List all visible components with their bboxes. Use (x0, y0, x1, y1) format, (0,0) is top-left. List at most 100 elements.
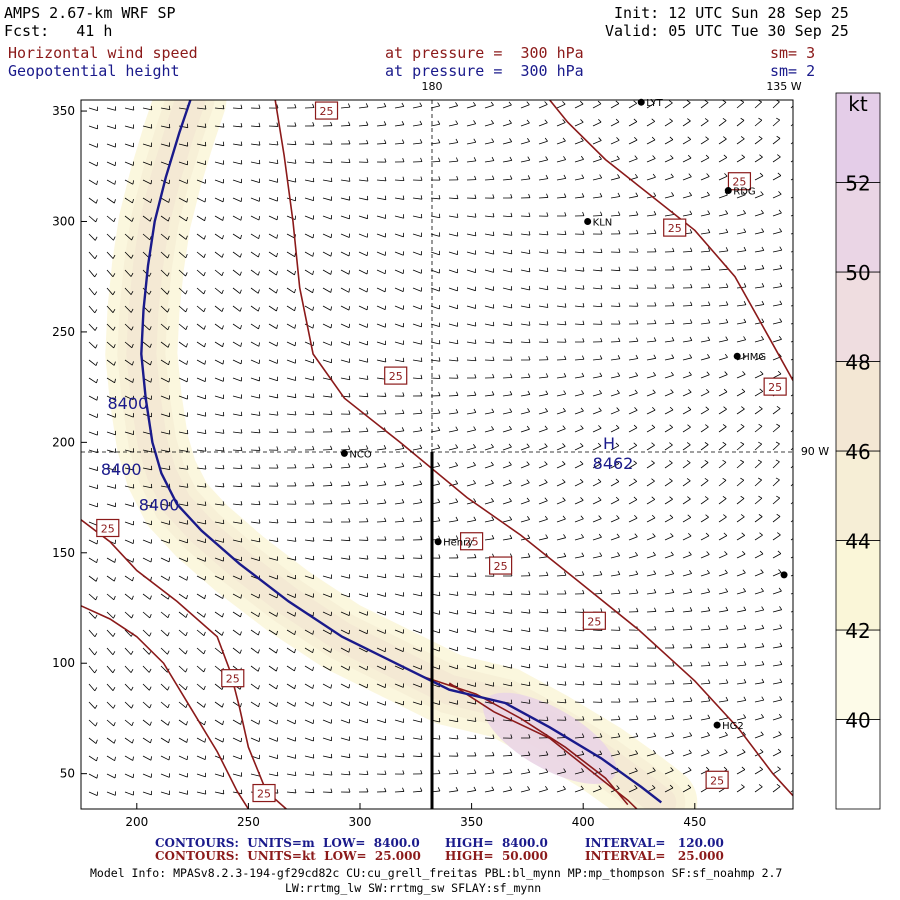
wind-barb (88, 791, 98, 796)
wind-barb-flag (490, 461, 494, 466)
wind-barb-flag (580, 497, 584, 501)
wind-barb (628, 750, 639, 757)
wind-barb-staff (574, 269, 584, 272)
wind-barb (178, 701, 188, 708)
wind-barb-staff (592, 251, 603, 254)
wind-barb (736, 514, 745, 523)
wind-barb-staff (124, 665, 132, 673)
wind-barb-staff (358, 719, 368, 724)
wind-barb (556, 101, 566, 109)
wind-barb-flag (797, 336, 799, 339)
wind-barb-flag (743, 246, 747, 251)
wind-barb (88, 665, 98, 674)
wind-barb-staff (448, 197, 459, 200)
wind-barb-staff (556, 537, 566, 541)
wind-barb-staff (88, 593, 97, 601)
wind-barb-flag (95, 199, 98, 204)
wind-barb-staff (430, 160, 441, 163)
wind-barb-flag (669, 442, 673, 446)
wind-barb-flag (472, 461, 476, 466)
wind-barb-staff (718, 339, 728, 343)
wind-barb-staff (142, 215, 151, 222)
wind-barb-flag (456, 374, 459, 379)
wind-barb-staff (700, 232, 710, 235)
wind-barb-flag (636, 644, 639, 649)
wind-barb-flag (419, 426, 423, 431)
wind-barb-flag (420, 176, 423, 181)
wind-barb-staff (268, 143, 278, 146)
wind-barb (286, 376, 297, 381)
wind-barb-staff (430, 430, 440, 433)
wind-barb-flag (167, 308, 170, 313)
wind-barb (718, 228, 729, 235)
wind-barb (466, 304, 477, 309)
wind-barb (556, 515, 566, 523)
wind-barb-flag (437, 102, 441, 107)
wind-barb (772, 459, 780, 469)
wind-barb (376, 392, 387, 397)
wind-barb-flag (186, 447, 189, 452)
wind-barb (106, 106, 117, 111)
wind-barb-staff (736, 443, 745, 451)
wind-barb (142, 557, 152, 563)
wind-barb-staff (754, 553, 764, 559)
wind-barb-staff (754, 408, 763, 415)
wind-barb-staff (646, 357, 656, 361)
wind-barb (610, 552, 621, 559)
wind-barb-staff (718, 444, 727, 451)
wind-barb (628, 533, 638, 541)
wind-barb-flag (509, 786, 513, 791)
wind-barb (466, 175, 477, 181)
wind-barb (286, 215, 296, 220)
wind-barb-staff (376, 719, 386, 724)
wind-barb-flag (545, 534, 549, 539)
wind-barb (610, 732, 621, 739)
wind-barb-flag (131, 721, 134, 726)
wind-barb-staff (88, 701, 96, 709)
wind-barb-flag (509, 175, 513, 180)
wind-barb-flag (185, 686, 188, 691)
wind-barb-staff (790, 736, 793, 739)
wind-barb-staff (736, 213, 746, 217)
wind-barb (106, 647, 116, 656)
wind-barb (412, 157, 423, 163)
wind-barb (214, 104, 225, 110)
wind-barb (268, 159, 279, 165)
wind-barb-staff (646, 444, 655, 451)
wind-barb-flag (508, 479, 512, 484)
wind-barb-staff (376, 557, 386, 560)
wind-barb (466, 752, 477, 757)
wind-barb (646, 118, 656, 127)
wind-barb (592, 118, 602, 127)
wind-barb-staff (394, 197, 404, 200)
wind-barb-flag (167, 632, 170, 637)
wind-barb-staff (448, 737, 458, 740)
wind-barb-flag (725, 210, 729, 214)
wind-barb-flag (402, 157, 405, 163)
wind-barb (394, 735, 405, 741)
wind-barb-staff (88, 359, 97, 366)
wind-barb-staff (340, 233, 350, 238)
wind-barb (160, 323, 170, 331)
wind-barb (646, 337, 657, 343)
wind-barb (682, 210, 693, 217)
wind-barb (718, 283, 729, 289)
station-label: HG2 (722, 721, 744, 732)
wind-barb-staff (430, 341, 440, 345)
wind-barb-flag (651, 118, 656, 122)
wind-barb-flag (618, 589, 621, 594)
wind-barb (376, 611, 386, 616)
wind-barb-flag (114, 558, 116, 563)
wind-barb-flag (686, 100, 691, 104)
wind-barb (322, 177, 333, 183)
wind-barb (628, 732, 639, 739)
wind-barb (484, 497, 494, 505)
wind-barb (754, 441, 763, 451)
wind-barb-staff (232, 503, 242, 506)
wind-barb (718, 606, 729, 613)
wind-barb (160, 269, 170, 277)
wind-barb-flag (131, 343, 134, 348)
wind-barb-flag (383, 445, 387, 449)
wind-barb (628, 354, 639, 361)
wind-barb-flag (634, 514, 638, 519)
